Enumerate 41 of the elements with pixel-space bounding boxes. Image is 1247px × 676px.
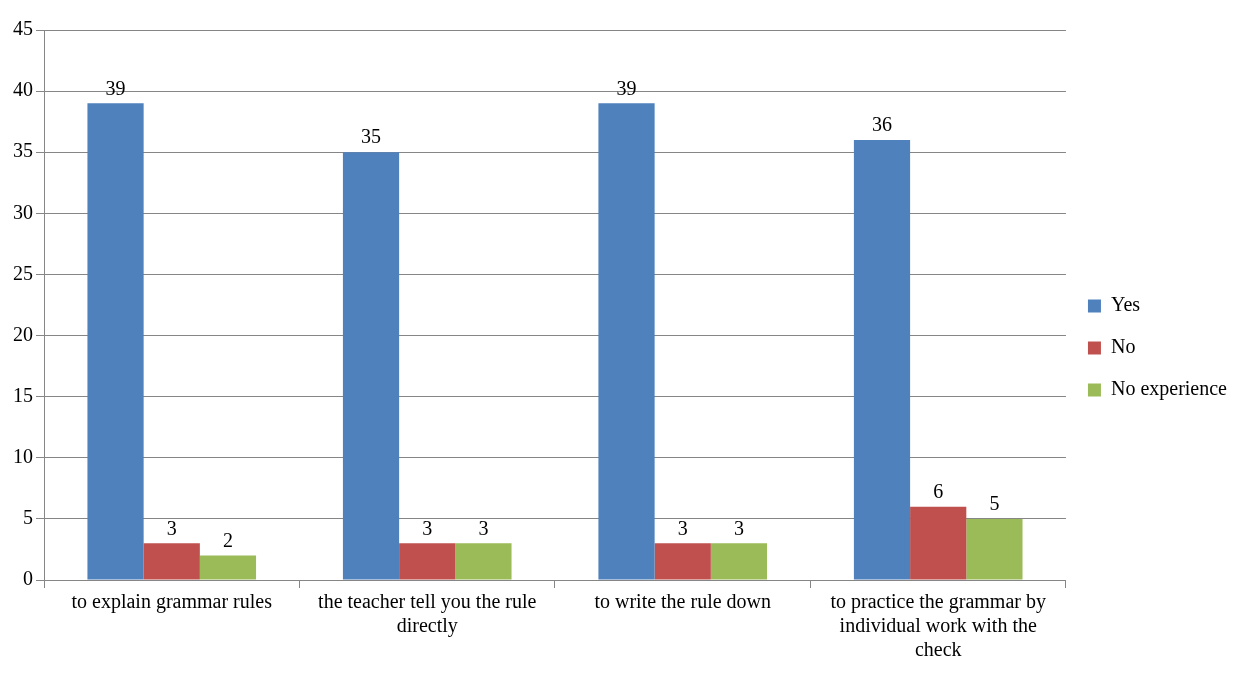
x-tick-label: to explain grammar rules bbox=[71, 590, 273, 614]
bar bbox=[910, 506, 967, 580]
y-tick-label: 20 bbox=[13, 322, 33, 345]
data-label: 5 bbox=[989, 492, 1000, 515]
legend-label: Yes bbox=[1110, 293, 1141, 316]
data-label: 39 bbox=[105, 76, 126, 99]
y-tick-label: 30 bbox=[13, 200, 33, 223]
data-label: 3 bbox=[478, 516, 489, 539]
legend-label: No bbox=[1110, 335, 1136, 358]
data-label: 6 bbox=[933, 479, 944, 502]
data-label: 36 bbox=[872, 113, 892, 136]
bar bbox=[87, 103, 144, 580]
bar bbox=[853, 140, 911, 580]
data-label: 2 bbox=[222, 528, 233, 551]
data-label: 39 bbox=[616, 76, 637, 99]
y-tick-label: 5 bbox=[23, 506, 33, 529]
y-tick-label: 35 bbox=[13, 139, 33, 162]
y-tick-label: 25 bbox=[13, 261, 33, 284]
bar bbox=[598, 103, 655, 580]
bar bbox=[199, 555, 257, 580]
data-label: 3 bbox=[733, 516, 744, 539]
y-tick-label: 15 bbox=[13, 383, 33, 406]
data-label: 3 bbox=[422, 516, 433, 539]
legend-label: No experience bbox=[1110, 377, 1228, 401]
bar bbox=[710, 543, 768, 580]
x-tick-label: to practice the grammar by individual work with the check bbox=[830, 590, 1046, 661]
y-tick-label: 40 bbox=[13, 78, 33, 101]
bar bbox=[143, 543, 200, 580]
y-tick-label: 10 bbox=[13, 445, 33, 468]
data-label: 3 bbox=[166, 516, 177, 539]
bar bbox=[399, 543, 456, 580]
bar bbox=[654, 543, 711, 580]
bar bbox=[342, 152, 400, 580]
y-tick-label: 0 bbox=[23, 567, 33, 590]
x-tick-label: to write the rule down bbox=[594, 590, 772, 613]
data-label: 35 bbox=[361, 125, 382, 148]
data-label: 3 bbox=[677, 516, 688, 539]
bar bbox=[966, 518, 1023, 580]
y-tick-label: 45 bbox=[13, 17, 33, 40]
bar bbox=[455, 543, 512, 580]
x-tick-label: the teacher tell you the rule directly bbox=[318, 590, 537, 638]
